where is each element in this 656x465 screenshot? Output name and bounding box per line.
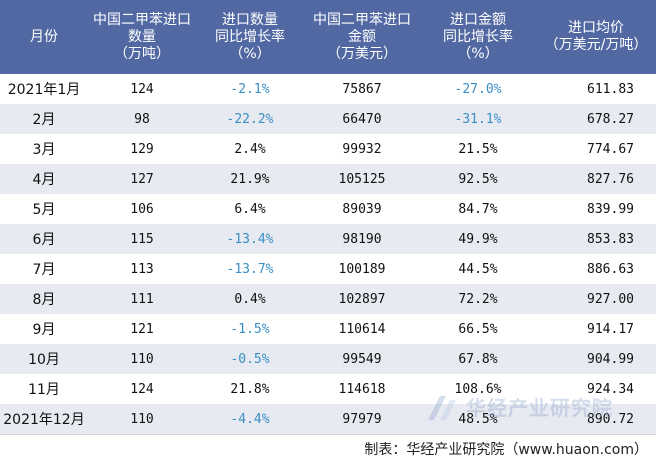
- amount-yoy-cell: 108.6%: [454, 381, 502, 397]
- month-cell: 4月: [32, 172, 56, 188]
- quantity-yoy-cell: 21.9%: [230, 171, 270, 187]
- amount-cell: 99549: [342, 351, 382, 367]
- amount-cell: 105125: [338, 171, 386, 187]
- quantity-cell: 124: [130, 81, 154, 97]
- month-cell: 7月: [32, 262, 56, 278]
- price-cell: 774.67: [587, 141, 634, 157]
- table-row: 3月 129 2.4% 99932 21.5% 774.67: [0, 134, 656, 164]
- price-cell: 611.83: [587, 81, 634, 97]
- month-cell: 5月: [32, 202, 56, 218]
- price-cell: 927.00: [587, 291, 634, 307]
- header-amount-yoy: 进口金额 同比增长率 （%）: [443, 11, 513, 62]
- month-cell: 10月: [28, 352, 60, 368]
- amount-yoy-cell: 67.8%: [458, 351, 498, 367]
- month-cell: 2021年12月: [3, 412, 85, 428]
- price-cell: 886.63: [587, 261, 634, 277]
- table-row: 4月 127 21.9% 105125 92.5% 827.76: [0, 164, 656, 194]
- price-cell: 827.76: [587, 171, 634, 187]
- header-import-quantity: 中国二甲苯进口 数量 （万吨）: [93, 11, 191, 62]
- table-row: 9月 121 -1.5% 110614 66.5% 914.17: [0, 314, 656, 344]
- table-row: 2021年1月 124 -2.1% 75867 -27.0% 611.83: [0, 74, 656, 104]
- amount-cell: 110614: [338, 321, 386, 337]
- amount-yoy-cell: -31.1%: [454, 111, 502, 127]
- month-cell: 3月: [32, 142, 56, 158]
- amount-cell: 100189: [338, 261, 386, 277]
- quantity-yoy-cell: 0.4%: [234, 291, 266, 307]
- amount-yoy-cell: 49.9%: [458, 231, 498, 247]
- quantity-yoy-cell: -0.5%: [230, 351, 270, 367]
- quantity-yoy-cell: 2.4%: [234, 141, 266, 157]
- quantity-yoy-cell: -22.2%: [226, 111, 274, 127]
- price-cell: 914.17: [587, 321, 634, 337]
- quantity-cell: 113: [130, 261, 154, 277]
- import-table: 月份 中国二甲苯进口 数量 （万吨） 进口数量 同比增长率 （%） 中国二甲苯进口 金额（…: [0, 0, 656, 434]
- amount-cell: 75867: [342, 81, 382, 97]
- header-month: 月份: [30, 28, 58, 45]
- amount-cell: 89039: [342, 201, 382, 217]
- header-quantity-yoy: 进口数量 同比增长率 （%）: [215, 11, 285, 62]
- quantity-cell: 110: [130, 411, 154, 427]
- table-row: 7月 113 -13.7% 100189 44.5% 886.63: [0, 254, 656, 284]
- amount-cell: 102897: [338, 291, 386, 307]
- price-cell: 924.34: [587, 381, 634, 397]
- quantity-cell: 98: [134, 111, 150, 127]
- month-cell: 8月: [32, 292, 56, 308]
- month-cell: 2021年1月: [7, 82, 81, 98]
- table-row: 2月 98 -22.2% 66470 -31.1% 678.27: [0, 104, 656, 134]
- table-header-row: 月份 中国二甲苯进口 数量 （万吨） 进口数量 同比增长率 （%） 中国二甲苯进口 金额（…: [0, 0, 656, 74]
- amount-yoy-cell: 72.2%: [458, 291, 498, 307]
- amount-yoy-cell: -27.0%: [454, 81, 502, 97]
- table-row: 8月 111 0.4% 102897 72.2% 927.00: [0, 284, 656, 314]
- price-cell: 890.72: [587, 411, 634, 427]
- amount-yoy-cell: 84.7%: [458, 201, 498, 217]
- quantity-cell: 124: [130, 381, 154, 397]
- table-row: 10月 110 -0.5% 99549 67.8% 904.99: [0, 344, 656, 374]
- amount-cell: 114618: [338, 381, 386, 397]
- month-cell: 11月: [28, 382, 60, 398]
- quantity-yoy-cell: -13.7%: [226, 261, 274, 277]
- amount-yoy-cell: 48.5%: [458, 411, 498, 427]
- quantity-cell: 127: [130, 171, 154, 187]
- month-cell: 9月: [32, 322, 56, 338]
- price-cell: 904.99: [587, 351, 634, 367]
- price-cell: 853.83: [587, 231, 634, 247]
- quantity-yoy-cell: -13.4%: [226, 231, 274, 247]
- table-row: 2021年12月 110 -4.4% 97979 48.5% 890.72: [0, 404, 656, 434]
- month-cell: 2月: [32, 112, 56, 128]
- quantity-cell: 106: [130, 201, 154, 217]
- quantity-yoy-cell: -4.4%: [230, 411, 270, 427]
- quantity-cell: 129: [130, 141, 154, 157]
- source-footer: 制表：华经产业研究院（www.huaon.com）: [0, 434, 656, 465]
- amount-cell: 97979: [342, 411, 382, 427]
- amount-cell: 66470: [342, 111, 382, 127]
- quantity-yoy-cell: 21.8%: [230, 381, 270, 397]
- amount-yoy-cell: 44.5%: [458, 261, 498, 277]
- quantity-cell: 115: [130, 231, 154, 247]
- table-row: 5月 106 6.4% 89039 84.7% 839.99: [0, 194, 656, 224]
- amount-cell: 99932: [342, 141, 382, 157]
- amount-cell: 98190: [342, 231, 382, 247]
- month-cell: 6月: [32, 232, 56, 248]
- quantity-cell: 121: [130, 321, 154, 337]
- amount-yoy-cell: 21.5%: [458, 141, 498, 157]
- quantity-yoy-cell: -1.5%: [230, 321, 270, 337]
- amount-yoy-cell: 92.5%: [458, 171, 498, 187]
- header-import-amount: 中国二甲苯进口 金额 （万美元）: [313, 11, 411, 62]
- price-cell: 839.99: [587, 201, 634, 217]
- quantity-cell: 110: [130, 351, 154, 367]
- price-cell: 678.27: [587, 111, 634, 127]
- header-average-price: 进口均价 （万美元/万吨）: [544, 20, 648, 53]
- quantity-cell: 111: [130, 291, 154, 307]
- table-row: 6月 115 -13.4% 98190 49.9% 853.83: [0, 224, 656, 254]
- quantity-yoy-cell: 6.4%: [234, 201, 266, 217]
- table-row: 11月 124 21.8% 114618 108.6% 924.34: [0, 374, 656, 404]
- amount-yoy-cell: 66.5%: [458, 321, 498, 337]
- quantity-yoy-cell: -2.1%: [230, 81, 270, 97]
